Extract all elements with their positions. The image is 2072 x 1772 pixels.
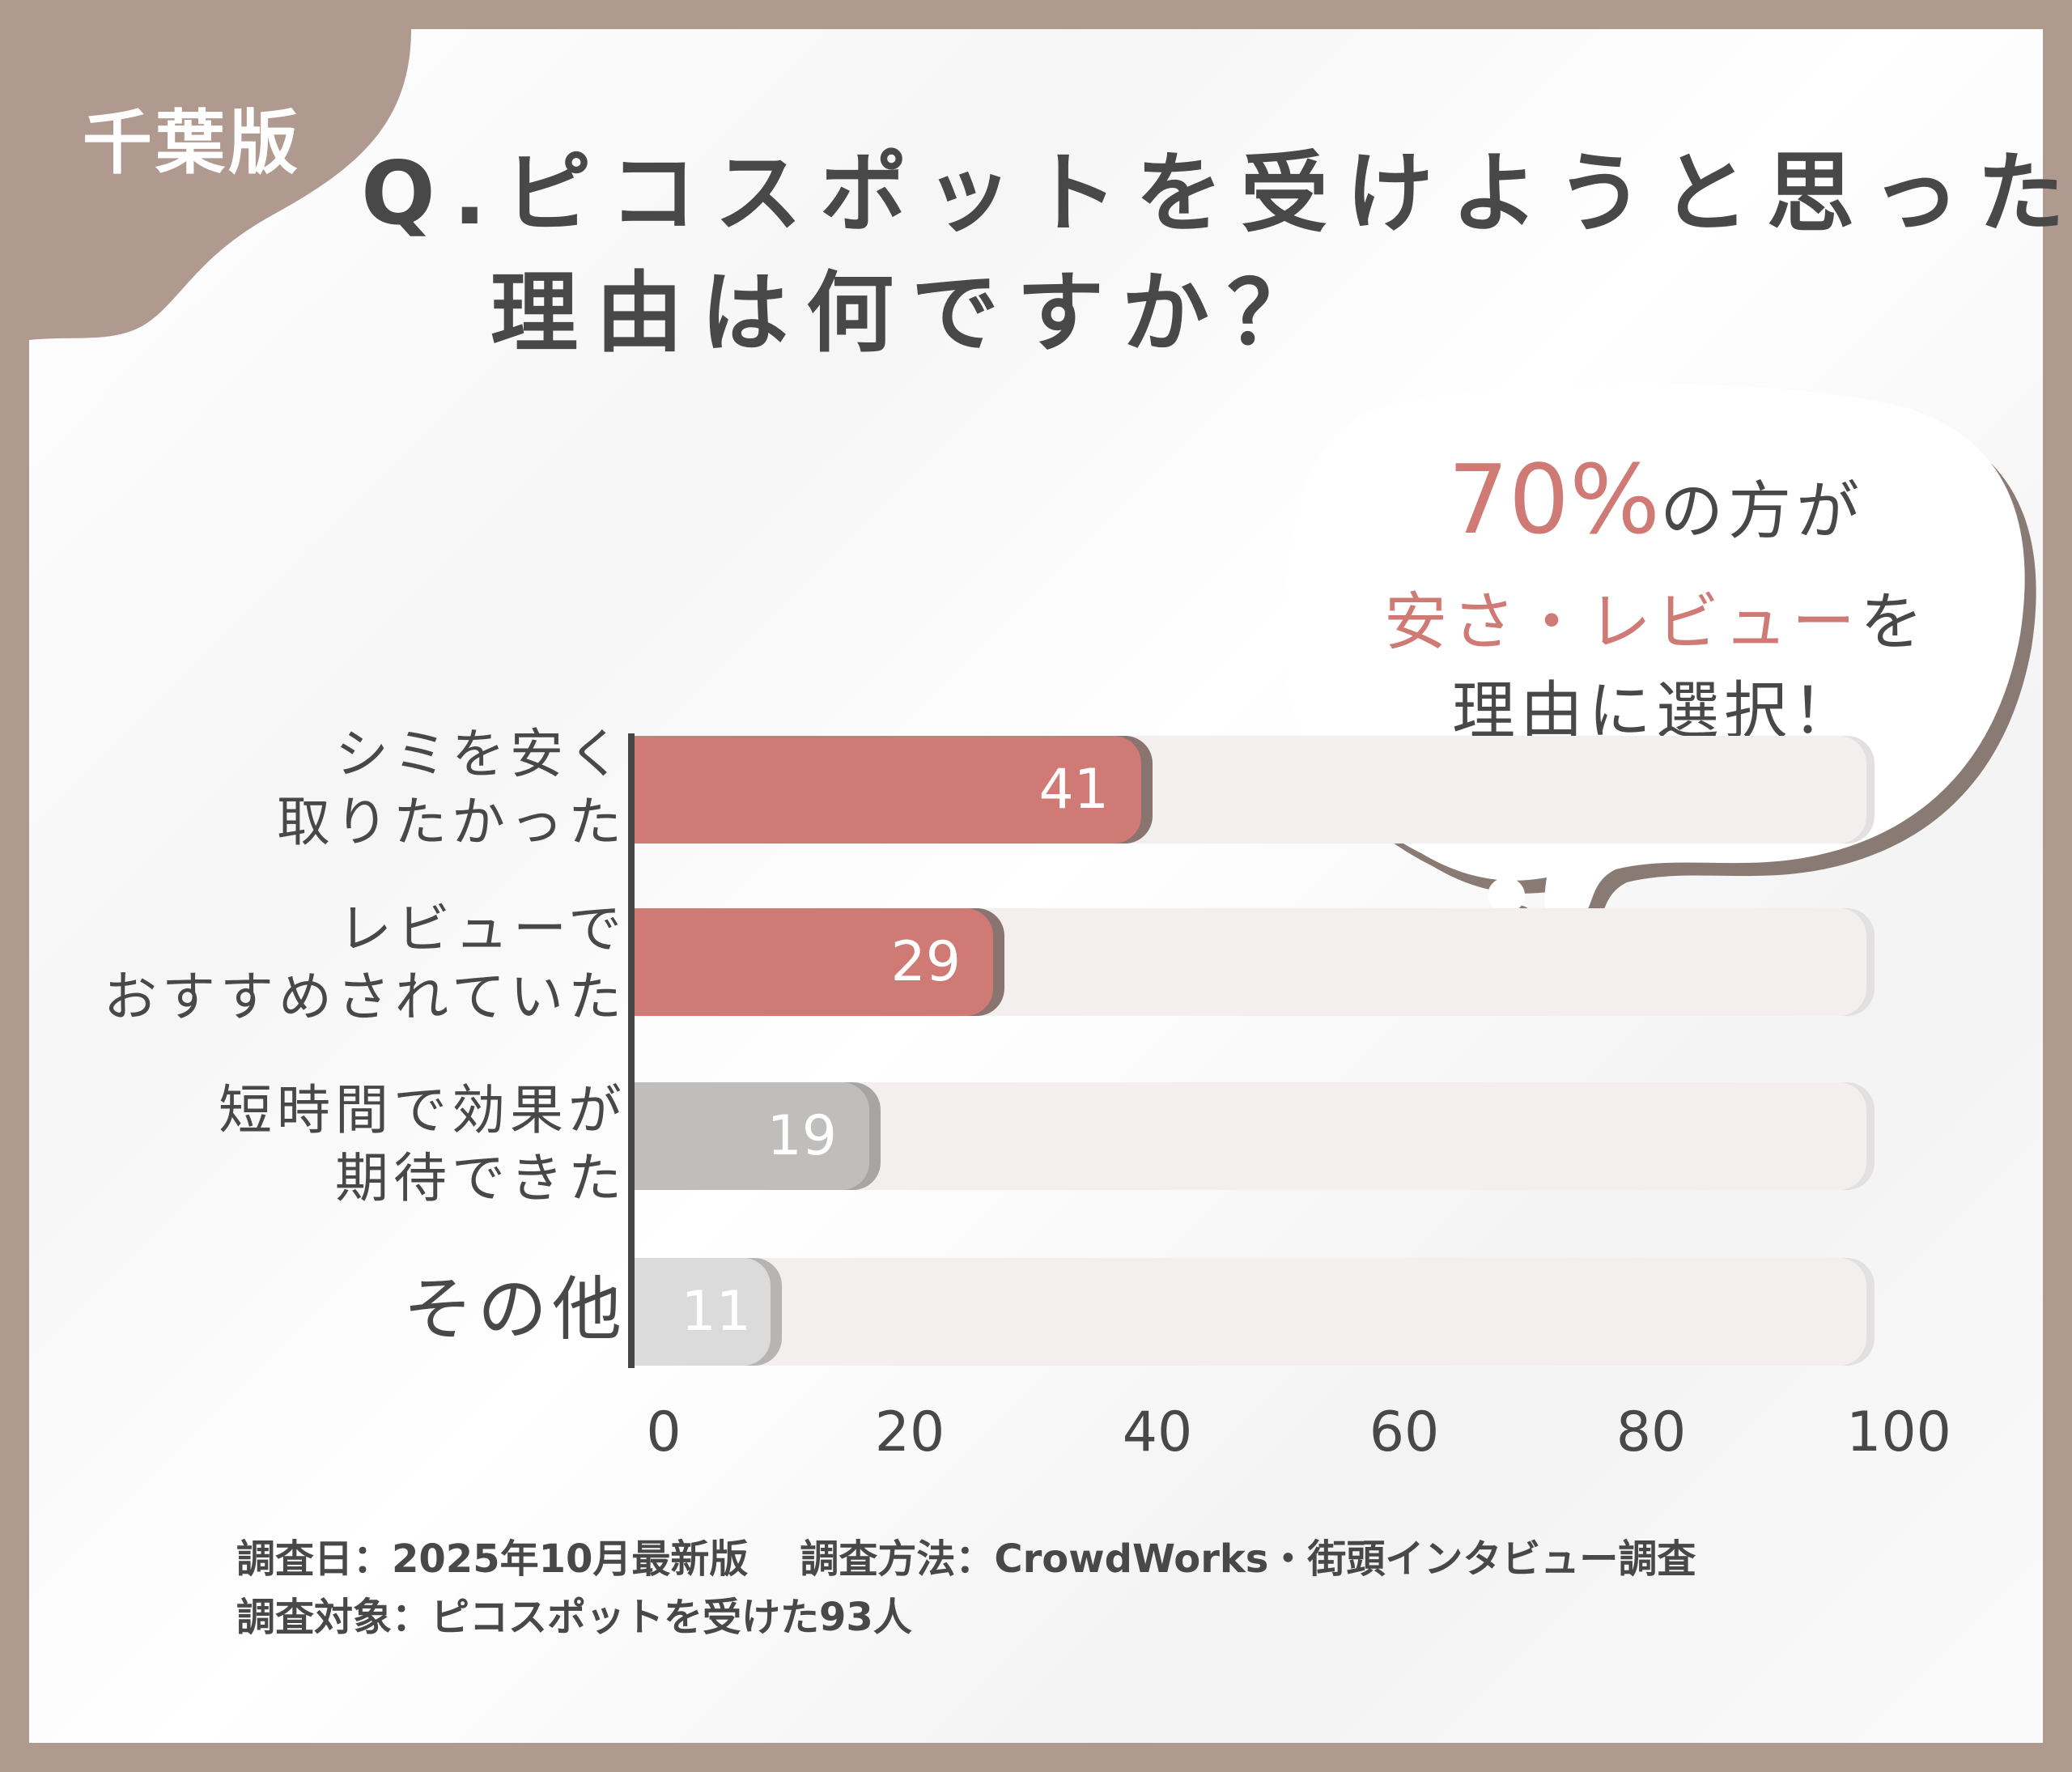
page-title-line2: 理由は何ですか？ <box>490 263 1333 364</box>
category-label-line: レビューで <box>338 898 626 960</box>
category-label: 短時間で効果が 期待できた <box>219 1077 626 1213</box>
category-label: その他 <box>403 1269 626 1350</box>
survey-method: 調査方法：CrowdWorks・街頭インタビュー調査 <box>800 1536 1696 1582</box>
callout-highlight: 安さ・レビュー <box>1383 586 1860 659</box>
bar-quick-effect: 19 <box>635 1082 869 1190</box>
x-tick-label: 40 <box>1122 1400 1193 1464</box>
category-label-line: 短時間で効果が <box>219 1079 626 1141</box>
callout-line2: 安さ・レビューを <box>1287 572 2025 662</box>
bar-value: 29 <box>890 930 961 994</box>
category-label-line: その他 <box>403 1269 626 1350</box>
bar-value: 41 <box>1038 758 1109 822</box>
x-tick-label: 80 <box>1616 1400 1687 1464</box>
survey-target: 調査対象：ピコスポットを受けた93人 <box>236 1595 912 1640</box>
bar-value: 11 <box>681 1280 751 1344</box>
category-label-line: 取りたかった <box>277 791 626 853</box>
page-title-line1: Q.ピコスポットを受けようと思った <box>361 143 2072 244</box>
y-axis-line <box>628 733 635 1368</box>
callout-line1: 70%の方が <box>1287 444 2025 555</box>
infographic-panel: 千葉版 <box>29 29 2043 1743</box>
bar-review-recommended: 29 <box>635 908 993 1016</box>
category-label-line: 期待できた <box>335 1147 626 1209</box>
bar-track <box>635 1258 1866 1366</box>
corner-decoration <box>29 29 411 340</box>
bar-value: 19 <box>766 1104 837 1168</box>
callout-line2-text: を <box>1860 586 1929 659</box>
bar-cheap-removal: 41 <box>635 736 1141 844</box>
bar-other: 11 <box>635 1258 771 1366</box>
x-tick-label: 20 <box>874 1400 945 1464</box>
x-tick-label: 100 <box>1846 1400 1951 1464</box>
callout-line1-text: の方が <box>1660 475 1865 548</box>
category-label: レビューで おすすめされていた <box>104 895 626 1031</box>
category-label-line: シミを安く <box>335 723 626 785</box>
survey-date: 調査日：2025年10月最新版 <box>236 1536 749 1582</box>
x-tick-label: 0 <box>646 1400 681 1464</box>
category-label: シミを安く 取りたかった <box>277 720 626 856</box>
footnote-line1: 調査日：2025年10月最新版 調査方法：CrowdWorks・街頭インタビュー調… <box>236 1527 1696 1583</box>
callout-percentage: 70% <box>1447 444 1661 555</box>
category-label-line: おすすめされていた <box>103 966 626 1028</box>
edition-badge: 千葉版 <box>83 103 301 184</box>
x-tick-label: 60 <box>1369 1400 1440 1464</box>
